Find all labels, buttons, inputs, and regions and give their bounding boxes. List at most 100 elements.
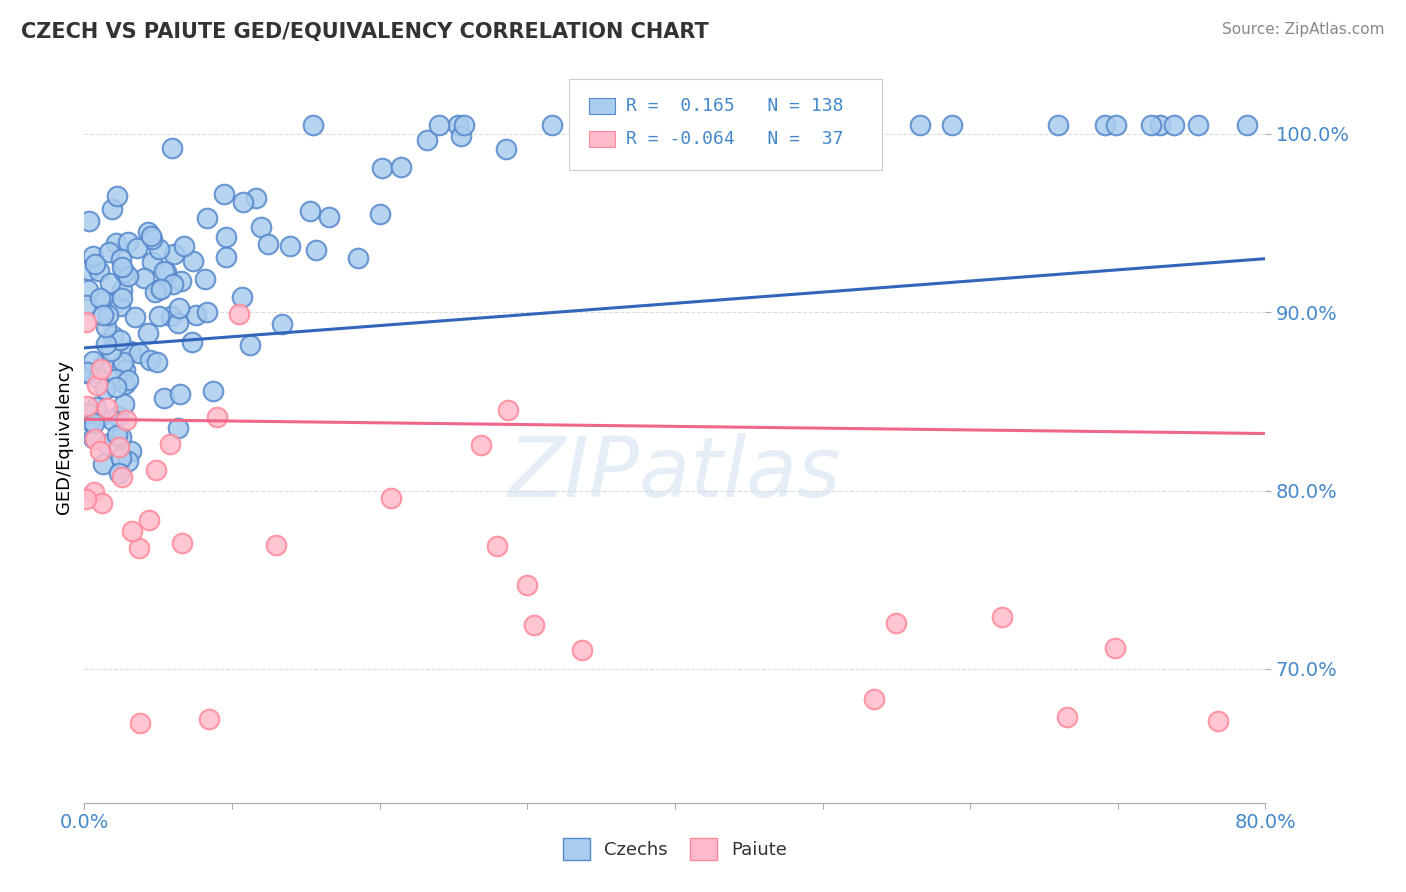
Point: [96, 437, 118, 451]
Text: R =  0.165   N = 138: R = 0.165 N = 138: [627, 96, 844, 115]
Point: [662, 118, 685, 132]
Point: [128, 715, 150, 730]
Point: [169, 274, 191, 288]
Point: [159, 310, 181, 324]
Point: [83, 485, 105, 500]
Text: CZECH VS PAIUTE GED/EQUIVALENCY CORRELATION CHART: CZECH VS PAIUTE GED/EQUIVALENCY CORRELAT…: [21, 22, 709, 42]
Point: [110, 430, 132, 444]
Point: [239, 338, 262, 352]
Point: [105, 379, 128, 393]
FancyBboxPatch shape: [568, 78, 882, 170]
Point: [162, 277, 184, 292]
Point: [111, 354, 134, 368]
Point: [94, 382, 117, 396]
Point: [101, 329, 124, 343]
Point: [98, 276, 121, 290]
Point: [453, 118, 475, 132]
Point: [640, 118, 662, 132]
Point: [76, 365, 98, 379]
Point: [391, 161, 413, 175]
Point: [195, 304, 218, 318]
Point: [118, 344, 141, 359]
Point: [111, 470, 134, 484]
Point: [141, 232, 163, 246]
Point: [117, 269, 139, 284]
Point: [108, 440, 131, 454]
Point: [141, 255, 163, 269]
Point: [153, 391, 176, 405]
Point: [105, 428, 128, 442]
Point: [114, 362, 136, 376]
Point: [132, 271, 155, 285]
Point: [108, 299, 131, 313]
Point: [112, 397, 135, 411]
Point: [120, 443, 142, 458]
Point: [108, 467, 131, 481]
Point: [145, 463, 167, 477]
Point: [153, 264, 176, 278]
Point: [202, 384, 225, 398]
Point: [114, 376, 136, 391]
Point: [371, 161, 394, 175]
Point: [117, 235, 139, 250]
Point: [83, 417, 105, 431]
Point: [991, 610, 1014, 624]
Point: [87, 263, 110, 277]
Point: [516, 578, 538, 592]
Point: [173, 239, 195, 253]
Point: [884, 615, 907, 630]
Point: [1163, 118, 1185, 132]
Point: [368, 206, 391, 220]
Point: [427, 118, 450, 132]
Point: [82, 431, 104, 445]
Point: [105, 188, 128, 202]
Point: [89, 443, 111, 458]
Text: Source: ZipAtlas.com: Source: ZipAtlas.com: [1222, 22, 1385, 37]
Point: [127, 241, 149, 255]
Text: ZIPatlas: ZIPatlas: [508, 434, 842, 514]
Point: [571, 642, 593, 657]
Point: [136, 326, 159, 340]
Point: [111, 260, 134, 275]
Point: [842, 118, 865, 132]
Point: [75, 491, 97, 506]
Point: [450, 129, 472, 144]
Point: [215, 250, 238, 264]
Point: [75, 366, 97, 380]
Point: [96, 337, 118, 351]
Point: [257, 237, 280, 252]
Point: [447, 118, 470, 132]
Point: [110, 451, 132, 466]
Point: [117, 373, 139, 387]
Point: [380, 491, 402, 506]
Point: [84, 400, 107, 414]
Point: [112, 265, 135, 279]
Point: [347, 252, 370, 266]
Text: R = -0.064   N =  37: R = -0.064 N = 37: [627, 130, 844, 148]
Point: [138, 352, 160, 367]
Point: [93, 458, 115, 472]
Point: [264, 538, 287, 552]
Point: [128, 345, 150, 359]
Point: [115, 412, 138, 426]
Point: [1149, 118, 1171, 132]
Point: [104, 235, 127, 250]
Point: [641, 118, 664, 132]
Point: [75, 315, 97, 329]
Point: [278, 239, 301, 253]
Point: [82, 249, 104, 263]
Point: [143, 285, 166, 299]
Point: [108, 334, 131, 348]
Point: [75, 298, 97, 312]
Point: [167, 316, 190, 330]
Point: [89, 292, 111, 306]
Point: [100, 344, 122, 359]
Point: [522, 618, 544, 632]
Point: [128, 541, 150, 555]
Point: [93, 308, 115, 322]
Point: [682, 118, 704, 132]
Point: [148, 242, 170, 256]
Point: [470, 438, 492, 452]
Point: [718, 118, 741, 132]
Point: [194, 272, 217, 286]
